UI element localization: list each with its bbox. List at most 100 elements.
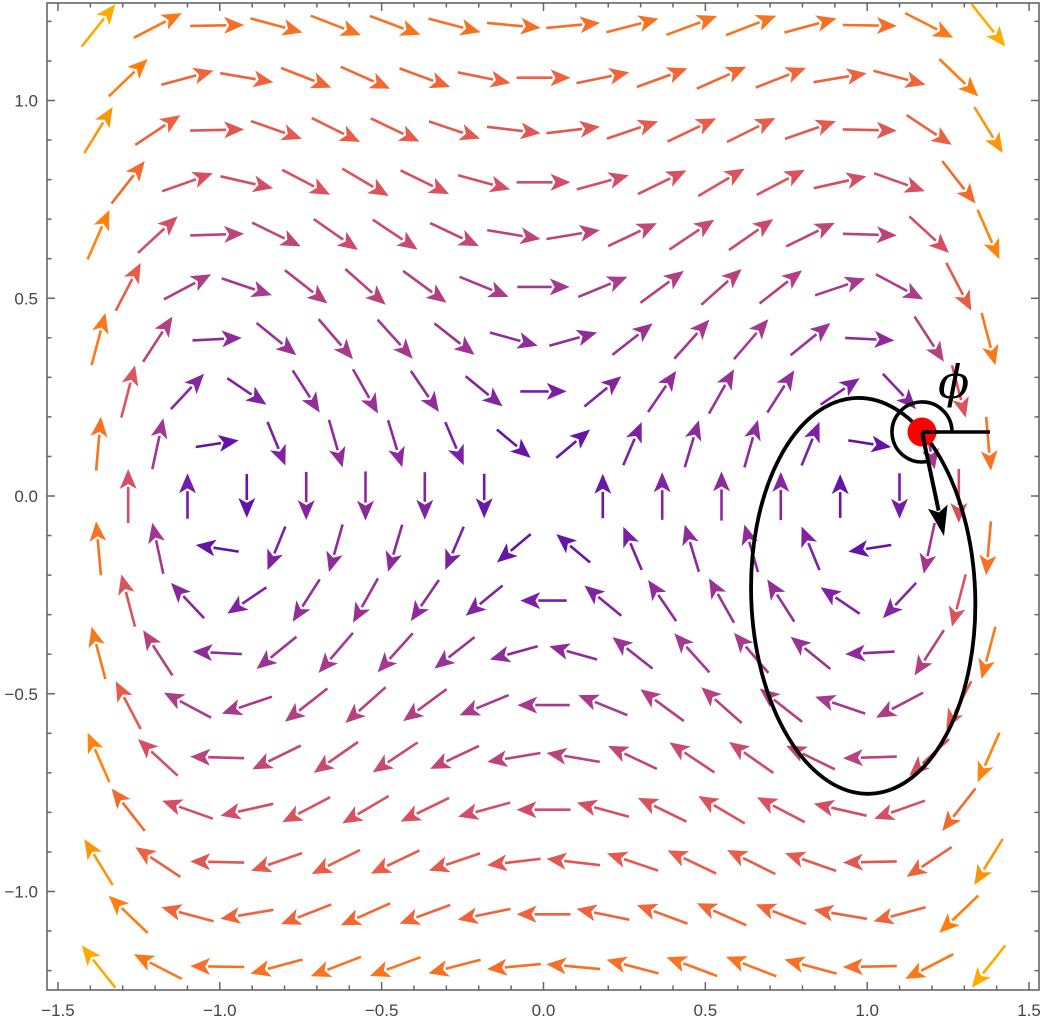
field-arrow [318, 631, 354, 673]
field-arrow [385, 524, 404, 572]
phi-angle-label: ϕ [938, 355, 969, 409]
field-arrow [221, 695, 273, 716]
x-tick-label: 0.5 [694, 1001, 718, 1020]
field-arrow [192, 644, 242, 662]
field-arrow [163, 274, 212, 301]
field-arrow [410, 579, 440, 622]
field-arrow [489, 331, 538, 349]
field-arrow [458, 801, 511, 820]
field-arrow [238, 474, 256, 518]
field-arrow [135, 847, 182, 878]
field-arrow [195, 539, 239, 557]
field-arrow [606, 119, 659, 140]
field-arrow [673, 319, 710, 360]
field-arrow [683, 420, 702, 468]
field-arrow [976, 209, 1000, 260]
field-arrow [970, 3, 1006, 47]
field-arrow [842, 17, 897, 35]
field-arrow [978, 626, 997, 679]
field-arrow [743, 419, 761, 468]
field-arrow [386, 419, 405, 468]
field-arrow [516, 905, 571, 923]
field-arrow [831, 474, 849, 518]
field-arrow [457, 70, 511, 88]
x-tick-label: −1.0 [203, 1001, 237, 1020]
field-arrow [399, 67, 451, 89]
field-arrow [919, 522, 937, 574]
field-arrow [150, 418, 168, 470]
field-arrow [517, 696, 570, 714]
field-arrow [516, 801, 571, 819]
field-arrow [556, 534, 591, 564]
field-arrow [974, 838, 1004, 885]
field-arrow [341, 167, 389, 196]
field-arrow [666, 118, 717, 143]
field-arrow [371, 218, 418, 250]
field-arrow [546, 225, 600, 242]
field-arrow [698, 796, 746, 825]
field-arrow [429, 221, 479, 247]
field-arrow [873, 172, 925, 193]
field-arrow [517, 278, 570, 296]
field-arrow [848, 540, 892, 557]
field-arrow [192, 330, 242, 348]
field-arrow [845, 644, 895, 662]
field-arrow [292, 578, 321, 622]
field-arrow [465, 584, 504, 616]
field-arrow [548, 329, 598, 348]
field-arrow [636, 903, 688, 925]
field-arrow [110, 161, 145, 205]
field-arrow [370, 117, 420, 142]
field-arrow [709, 578, 736, 624]
y-tick-label: 0.5 [14, 289, 38, 308]
field-arrow [908, 215, 949, 253]
field-arrow [584, 585, 623, 617]
field-arrow [114, 262, 141, 312]
field-arrow [842, 749, 897, 767]
field-arrow [487, 854, 541, 872]
field-arrow [376, 318, 413, 359]
field-arrow [162, 799, 214, 820]
field-arrow [487, 750, 541, 767]
field-arrow [80, 4, 116, 48]
field-arrow [973, 106, 1003, 153]
field-arrow [819, 378, 860, 406]
field-arrow [220, 907, 274, 924]
field-arrow [842, 226, 897, 244]
field-arrow [190, 748, 245, 766]
y-tick-label: −0.5 [4, 685, 38, 704]
field-arrow [583, 376, 622, 408]
field-arrow [906, 846, 953, 877]
field-arrow [813, 904, 868, 922]
field-arrow [669, 742, 716, 774]
field-arrow [784, 15, 837, 34]
field-arrow [820, 587, 861, 615]
field-arrow [400, 796, 450, 822]
field-arrow [785, 851, 837, 873]
field-arrow [700, 269, 742, 306]
field-arrow [377, 632, 414, 673]
field-arrow [430, 744, 480, 769]
x-tick-label: 1.0 [855, 1001, 879, 1020]
field-arrow [291, 369, 320, 413]
field-arrow [340, 65, 391, 89]
field-arrow [486, 122, 541, 140]
field-arrow [611, 323, 653, 356]
field-arrow [546, 957, 601, 975]
field-arrow [845, 330, 895, 348]
field-arrow [284, 687, 329, 722]
field-arrow [369, 955, 421, 977]
field-arrow [520, 382, 567, 400]
field-arrow [980, 312, 999, 366]
field-arrow [767, 579, 796, 623]
field-arrow [190, 121, 245, 139]
field-arrow [668, 219, 715, 251]
field-arrow [428, 958, 481, 977]
field-arrow [369, 14, 421, 36]
plot-frame [46, 2, 1040, 991]
field-arrow [756, 169, 805, 196]
field-arrow [428, 17, 481, 36]
field-arrow [402, 269, 447, 303]
field-arrow [882, 582, 918, 619]
field-arrow [637, 170, 687, 196]
